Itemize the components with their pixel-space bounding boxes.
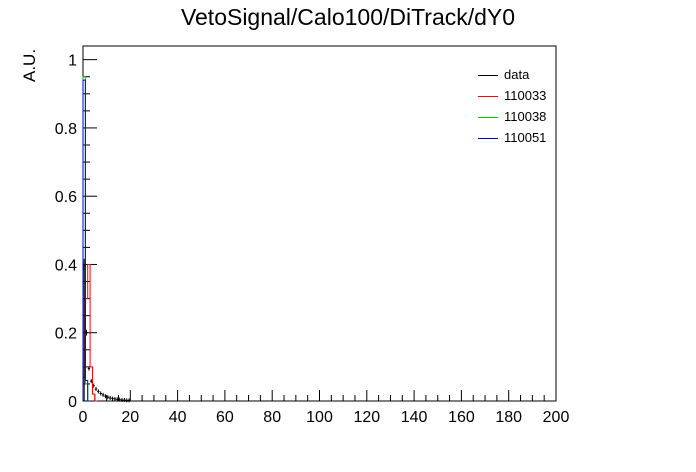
x-tick-label: 140	[401, 409, 428, 426]
chart-title: VetoSignal/Calo100/DiTrack/dY0	[180, 4, 516, 30]
x-axis-ticks: 0 20 40 60 80 100 120 140 160 180 200	[79, 390, 570, 426]
x-tick-label: 80	[263, 409, 281, 426]
legend-swatch-110038	[478, 117, 498, 118]
data-point-data	[120, 397, 124, 402]
y-tick-label: 0.6	[55, 189, 77, 206]
data-point-data	[118, 397, 121, 402]
data-point-data	[94, 387, 98, 392]
x-tick-label: 120	[353, 409, 380, 426]
x-tick-label: 40	[169, 409, 187, 426]
legend-label-data: data	[504, 67, 530, 82]
x-tick-label: 20	[121, 409, 139, 426]
data-point-data	[109, 395, 112, 400]
y-axis-label: A.U.	[20, 48, 39, 82]
legend-label-110051: 110051	[504, 130, 547, 145]
legend-entry-data: data	[472, 64, 582, 85]
x-tick-label: 60	[216, 409, 234, 426]
x-tick-label: 0	[79, 409, 88, 426]
data-point-data	[101, 392, 105, 397]
data-point-data	[87, 366, 91, 371]
y-axis-ticks: 0 0.2 0.4 0.6 0.8 1	[55, 53, 97, 411]
data-point-data	[104, 394, 107, 399]
legend-entry-110038: 110038	[472, 106, 582, 127]
y-tick-label: 0.4	[55, 257, 77, 274]
data-point-data	[125, 398, 128, 403]
y-tick-label: 0.8	[55, 121, 77, 138]
legend: data 110033 110038 110051	[472, 64, 582, 148]
data-point-data	[127, 398, 131, 403]
legend-swatch-data	[478, 75, 498, 76]
data-point-data	[116, 397, 119, 402]
data-point-data	[106, 395, 110, 400]
x-tick-label: 200	[543, 409, 570, 426]
legend-entry-110033: 110033	[472, 85, 582, 106]
legend-entry-110051: 110051	[472, 127, 582, 148]
data-point-data	[113, 396, 117, 401]
y-tick-label: 0	[68, 394, 77, 411]
data-point-data	[97, 389, 100, 394]
x-tick-label: 100	[306, 409, 333, 426]
data-point-data	[99, 391, 102, 396]
x-tick-label: 180	[495, 409, 522, 426]
legend-label-110038: 110038	[504, 109, 547, 124]
y-tick-label: 1	[68, 53, 77, 70]
legend-label-110033: 110033	[504, 88, 547, 103]
data-point-data	[123, 397, 126, 402]
legend-swatch-110033	[478, 96, 498, 97]
legend-swatch-110051	[478, 138, 498, 139]
y-tick-label: 0.2	[55, 326, 77, 343]
series-line-110051	[82, 79, 91, 402]
x-tick-label: 160	[448, 409, 475, 426]
series-layer	[82, 76, 131, 403]
data-point-data	[111, 396, 114, 401]
